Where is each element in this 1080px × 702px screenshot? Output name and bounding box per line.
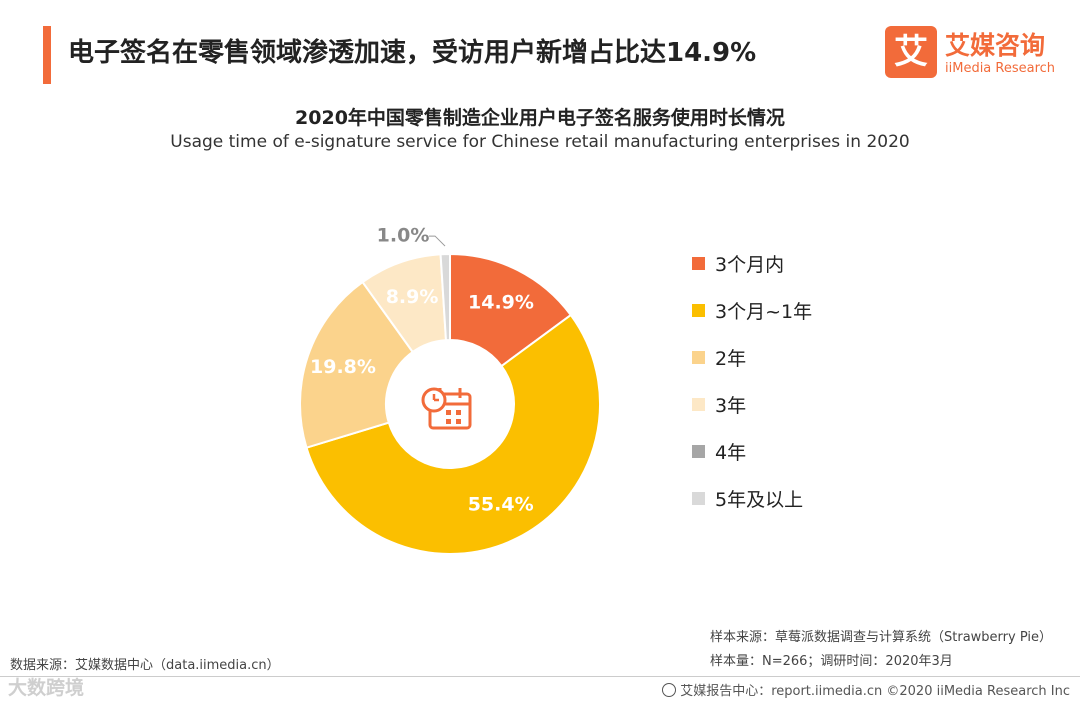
slice-label-1: 14.9% [468, 292, 534, 314]
sample-size: 样本量：N=266；调研时间：2020年3月 [710, 654, 953, 669]
globe-icon [662, 683, 677, 697]
slice-label-4: 8.9% [386, 286, 439, 308]
legend-item: 3个月内 [692, 240, 812, 287]
slice-leader-line-6 [429, 235, 446, 247]
legend-swatch [692, 398, 705, 411]
donut-slice-1 [449, 252, 573, 368]
sample-source: 样本来源：草莓派数据调查与计算系统（Strawberry Pie） [710, 630, 1052, 645]
legend-swatch [692, 351, 705, 364]
legend-swatch [692, 492, 705, 505]
iimedia-logo: 艾 艾媒咨询 iiMedia Research [885, 26, 1065, 82]
footer-divider [0, 676, 1080, 677]
donut-slices [299, 252, 601, 555]
donut-slice-6 [439, 252, 451, 342]
legend-label: 4年 [715, 442, 747, 464]
logo-name-en: iiMedia Research [945, 61, 1056, 76]
legend-item: 3个月~1年 [692, 287, 812, 334]
legend-item: 4年 [692, 428, 812, 475]
data-source: 数据来源：艾媒数据中心（data.iimedia.cn） [10, 658, 280, 673]
watermark: 大数跨境 [8, 677, 85, 699]
copyright-text: 艾媒报告中心：report.iimedia.cn ©2020 iiMedia R… [680, 684, 1070, 699]
legend-label: 3年 [715, 395, 747, 417]
legend-label: 3个月~1年 [715, 301, 813, 323]
slice-label-3: 19.8% [310, 356, 376, 378]
page-headline: 电子签名在零售领域渗透加速，受访用户新增占比达14.9% [68, 38, 757, 68]
legend-swatch [692, 304, 705, 317]
donut-slice-2 [305, 313, 601, 555]
legend-swatch [692, 257, 705, 270]
legend-swatch [692, 445, 705, 458]
logo-name-cn: 艾媒咨询 [945, 31, 1046, 60]
calendar-clock-icon [421, 387, 472, 430]
logo-mark: 艾 [885, 26, 937, 78]
chart-legend: 3个月内 3个月~1年 2年 3年 4年 5年及以上 [692, 240, 812, 522]
donut-slice-3 [299, 280, 415, 449]
donut-labels: 14.9% 55.4% 19.8% 8.9% 1.0% [310, 225, 534, 516]
legend-label: 3个月内 [715, 254, 785, 276]
slice-label-2: 55.4% [468, 494, 534, 516]
headline-accent-bar [43, 26, 51, 84]
legend-item: 2年 [692, 334, 812, 381]
legend-label: 2年 [715, 348, 747, 370]
chart-title: 2020年中国零售制造企业用户电子签名服务使用时长情况 [295, 107, 785, 129]
legend-item: 5年及以上 [692, 475, 812, 522]
legend-item: 3年 [692, 381, 812, 428]
sample-info: 样本来源：草莓派数据调查与计算系统（Strawberry Pie） 样本量：N=… [710, 626, 1052, 674]
slice-label-6: 1.0% [377, 225, 430, 247]
copyright: 艾媒报告中心：report.iimedia.cn ©2020 iiMedia R… [662, 680, 1070, 699]
chart-subtitle: Usage time of e-signature service for Ch… [170, 132, 910, 152]
legend-label: 5年及以上 [715, 489, 804, 511]
